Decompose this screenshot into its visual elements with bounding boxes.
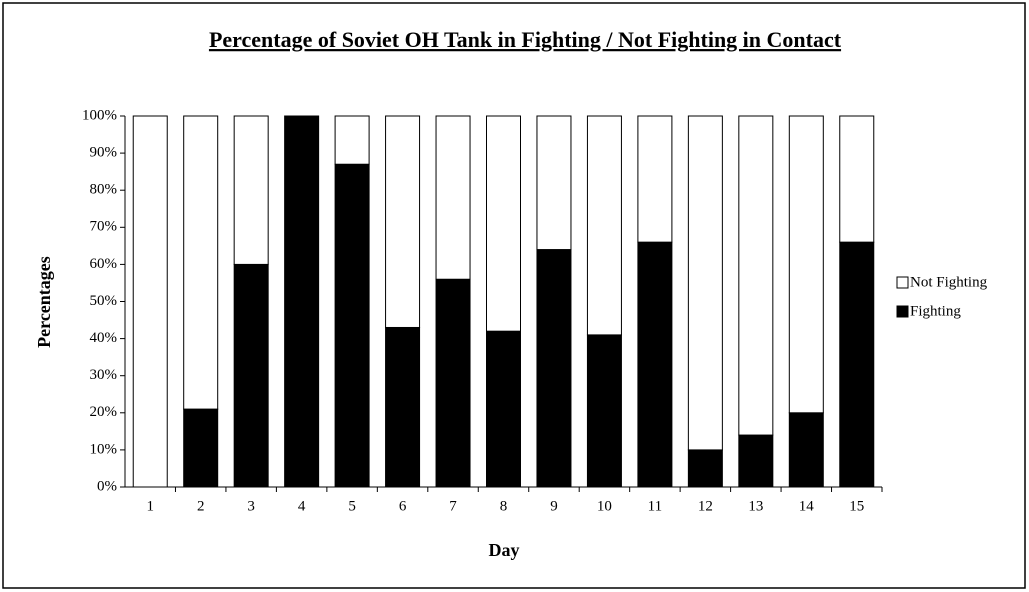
bar-segment — [334, 115, 370, 165]
y-tick-label: 40% — [90, 330, 118, 346]
x-tick-label: 15 — [849, 498, 864, 514]
bar-segment — [788, 115, 824, 414]
legend-swatch — [896, 276, 909, 289]
bar-segment — [385, 326, 421, 488]
x-tick-label: 7 — [449, 498, 457, 514]
bar-segment — [183, 408, 219, 488]
x-tick-label: 3 — [247, 498, 255, 514]
y-axis-title: Percentages — [34, 256, 54, 348]
x-tick-label: 14 — [799, 498, 815, 514]
x-tick-label: 8 — [500, 498, 508, 514]
bar-segment — [536, 249, 572, 488]
bar-segment — [738, 434, 774, 488]
y-tick-label: 90% — [90, 145, 118, 161]
bar-segment — [586, 115, 622, 336]
bar-segment — [586, 334, 622, 488]
y-tick-label: 20% — [90, 404, 118, 420]
bar-segment — [334, 163, 370, 488]
bar-segment — [435, 278, 471, 488]
bar-segment — [788, 412, 824, 488]
y-tick-label: 80% — [90, 182, 118, 198]
bar-segment — [738, 115, 774, 436]
chart-title: Percentage of Soviet OH Tank in Fighting… — [209, 27, 842, 52]
x-tick-label: 12 — [698, 498, 713, 514]
bar-segment — [536, 115, 572, 251]
bar-segment — [284, 115, 320, 488]
y-tick-label: 60% — [90, 256, 118, 272]
y-tick-label: 100% — [82, 107, 117, 123]
legend-label: Not Fighting — [910, 274, 988, 290]
bar-segment — [637, 241, 673, 488]
x-tick-label: 9 — [550, 498, 558, 514]
x-tick-label: 5 — [348, 498, 356, 514]
x-tick-label: 13 — [748, 498, 763, 514]
bar-segment — [839, 241, 875, 488]
bar-segment — [486, 115, 521, 332]
y-tick-label: 0% — [97, 478, 117, 494]
legend-label: Fighting — [910, 303, 961, 319]
bar-segment — [687, 449, 723, 488]
bar-segment — [385, 115, 421, 328]
bar-segment — [132, 115, 168, 488]
bar-segment — [687, 115, 723, 451]
x-axis-title: Day — [489, 540, 520, 560]
bar-segment — [233, 263, 269, 488]
x-tick-label: 11 — [648, 498, 662, 514]
bar-segment — [839, 115, 875, 243]
x-tick-label: 10 — [597, 498, 612, 514]
x-tick-label: 2 — [197, 498, 205, 514]
x-tick-label: 1 — [146, 498, 154, 514]
bar-segment — [637, 115, 673, 243]
bar-segment — [486, 330, 521, 488]
bar-segment — [183, 115, 219, 410]
x-tick-label: 4 — [298, 498, 306, 514]
legend-swatch — [896, 305, 909, 318]
bar-segment — [435, 115, 471, 280]
y-tick-label: 50% — [90, 293, 118, 309]
y-tick-label: 10% — [90, 441, 118, 457]
bar-segment — [233, 115, 269, 265]
y-tick-label: 30% — [90, 367, 118, 383]
y-tick-label: 70% — [90, 219, 118, 235]
x-tick-label: 6 — [399, 498, 407, 514]
